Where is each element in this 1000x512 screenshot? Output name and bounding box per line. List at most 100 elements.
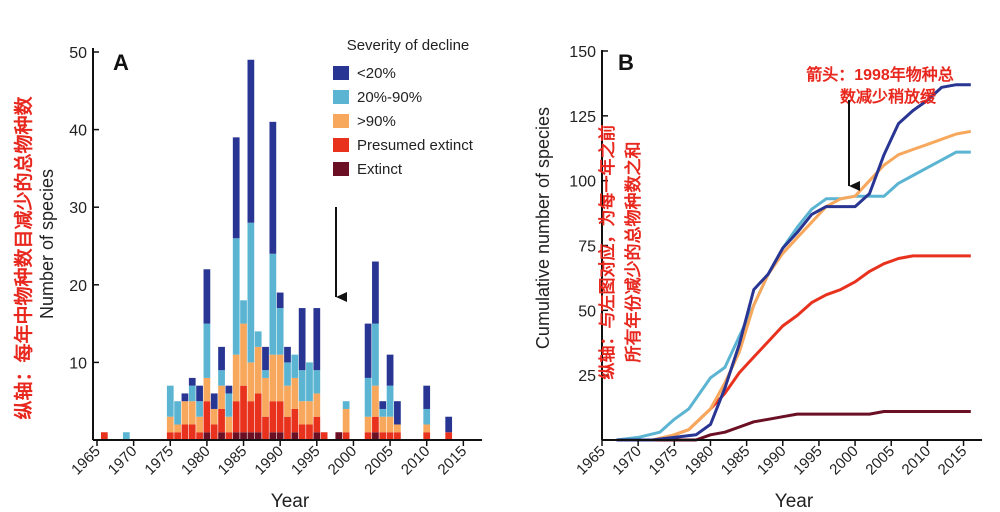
bar-1987-extinct bbox=[254, 432, 262, 440]
legend-label-lt20: <20% bbox=[357, 65, 396, 82]
panel-b-x-tick-label: 1975 bbox=[646, 443, 682, 479]
panel-b-x-tick-label: 2005 bbox=[862, 443, 898, 479]
panel-a-y-tick-label: 30 bbox=[69, 200, 87, 217]
bar-2005-gt90 bbox=[386, 416, 394, 433]
panel-b-x-tick-label: 2015 bbox=[935, 443, 971, 479]
line-gt90 bbox=[616, 129, 972, 442]
bar-1984-gt90 bbox=[232, 354, 240, 402]
panel-b-y-tick-label: 100 bbox=[569, 174, 596, 191]
bar-1977-gt90 bbox=[181, 401, 189, 425]
bar-2003-presumed bbox=[372, 416, 379, 433]
panel-b-y-tick-label: 75 bbox=[578, 239, 596, 256]
bar-1975-presumed bbox=[166, 432, 174, 440]
panel-a-x-tick-label: 2015 bbox=[435, 443, 471, 479]
bar-1995-extinct bbox=[313, 432, 321, 440]
bar-1979-gt90 bbox=[196, 416, 203, 433]
bar-1999-presumed bbox=[342, 432, 350, 440]
bar-1996-presumed bbox=[320, 432, 328, 440]
panel-b-annotation-line2: 数减少稍放缓 bbox=[840, 87, 937, 106]
bar-2013-presumed bbox=[445, 432, 453, 440]
bar-1987-gt90 bbox=[254, 346, 262, 394]
panel-a-y-tick-label: 10 bbox=[69, 355, 87, 372]
bar-1982-presumed bbox=[218, 408, 225, 433]
bar-1982-gt90 bbox=[218, 385, 225, 409]
panel-a-x-tick-label: 1975 bbox=[141, 443, 177, 479]
panel-a-label: A bbox=[113, 50, 129, 75]
bar-2006-lt20 bbox=[394, 401, 401, 425]
panel-b-y-axis-title: Cumulative number of species bbox=[533, 107, 553, 349]
bar-2010-gt90 bbox=[423, 424, 431, 433]
line-lt20 bbox=[616, 83, 971, 442]
bar-1979-presumed bbox=[196, 432, 203, 440]
bar-1982-p20_90 bbox=[218, 370, 225, 386]
panel-b-y-tick-label: 125 bbox=[569, 109, 596, 126]
bar-1986-gt90 bbox=[247, 362, 255, 402]
bar-1990-p20_90 bbox=[276, 308, 284, 355]
bar-2006-presumed bbox=[394, 432, 401, 440]
panel-b-side-note-line2: 所有年份减少的总物种数之和 bbox=[623, 142, 643, 363]
bar-1988-lt20 bbox=[262, 346, 269, 371]
bar-1987-p20_90 bbox=[254, 331, 262, 347]
bar-1981-presumed bbox=[210, 424, 218, 440]
bar-1986-extinct bbox=[247, 432, 255, 440]
bar-1980-gt90 bbox=[203, 377, 211, 402]
bar-2002-lt20 bbox=[364, 323, 372, 378]
legend-swatch-presumed bbox=[333, 138, 349, 152]
panel-b-x-axis-title: Year bbox=[775, 491, 814, 512]
panel-a-x-tick-label: 2000 bbox=[325, 443, 361, 479]
bar-2003-gt90 bbox=[372, 385, 379, 417]
panel-b-annotation-line1: 箭头：1998年物种总 bbox=[806, 65, 954, 84]
panel-b: 25 50 75 100 125 150 1965 1970 1975 1980 1985 1990 1… bbox=[533, 44, 982, 512]
bar-1992-presumed bbox=[291, 408, 299, 433]
bar-1992-gt90 bbox=[291, 377, 299, 409]
bar-1976-presumed bbox=[174, 432, 181, 440]
bar-1987-presumed bbox=[254, 393, 262, 433]
bar-2003-extinct bbox=[372, 432, 379, 440]
legend-swatch-lt20 bbox=[333, 66, 349, 80]
panel-b-x-tick-label: 1980 bbox=[682, 443, 718, 479]
bar-1994-gt90 bbox=[306, 401, 313, 425]
bar-1991-p20_90 bbox=[284, 362, 291, 386]
bar-2004-gt90 bbox=[379, 416, 387, 433]
bar-1985-gt90 bbox=[240, 323, 247, 386]
panel-a-x-tick-label: 2005 bbox=[361, 443, 397, 479]
bar-2003-p20_90 bbox=[372, 323, 379, 386]
panel-a-y-tick-label: 50 bbox=[69, 45, 87, 62]
panel-a-y-tick-label: 40 bbox=[69, 123, 87, 140]
panel-b-y-tick-label: 25 bbox=[578, 368, 596, 385]
bar-1983-gt90 bbox=[225, 416, 233, 433]
bar-1992-p20_90 bbox=[291, 354, 299, 378]
panel-b-lines bbox=[616, 83, 972, 442]
bar-1999-p20_90 bbox=[342, 401, 350, 409]
bar-1984-presumed bbox=[232, 401, 240, 433]
legend-title: Severity of decline bbox=[347, 37, 470, 54]
bar-1976-gt90 bbox=[174, 424, 181, 433]
bar-1995-lt20 bbox=[313, 308, 321, 371]
bar-1982-lt20 bbox=[218, 346, 225, 371]
bar-1980-lt20 bbox=[203, 269, 211, 324]
panel-a-x-tick-label: 1970 bbox=[105, 443, 141, 479]
panel-a-side-note: 纵轴：每年中物种数目减少的总物种数 bbox=[12, 96, 35, 420]
bar-1994-p20_90 bbox=[306, 362, 313, 402]
bar-1995-p20_90 bbox=[313, 370, 321, 394]
bar-1989-p20_90 bbox=[269, 253, 277, 355]
bar-1993-lt20 bbox=[298, 308, 306, 371]
bar-1983-lt20 bbox=[225, 385, 233, 394]
bar-1978-lt20 bbox=[188, 377, 196, 386]
panel-a-bars bbox=[100, 59, 453, 440]
bar-2003-lt20 bbox=[372, 261, 379, 324]
panel-a-x-tick-label: 1995 bbox=[288, 443, 324, 479]
panel-b-label: B bbox=[618, 50, 634, 75]
bar-1977-lt20 bbox=[181, 393, 189, 402]
panel-a-x-tick-label: 1980 bbox=[178, 443, 214, 479]
bar-2013-lt20 bbox=[445, 416, 453, 433]
bar-2005-p20_90 bbox=[386, 385, 394, 417]
bar-1980-presumed bbox=[203, 401, 211, 433]
bar-2010-lt20 bbox=[423, 385, 431, 409]
panel-a-x-tick-label: 1965 bbox=[68, 443, 104, 479]
bar-1985-p20_90 bbox=[240, 300, 247, 324]
bar-1994-presumed bbox=[306, 424, 313, 440]
bar-1978-presumed bbox=[188, 424, 196, 440]
